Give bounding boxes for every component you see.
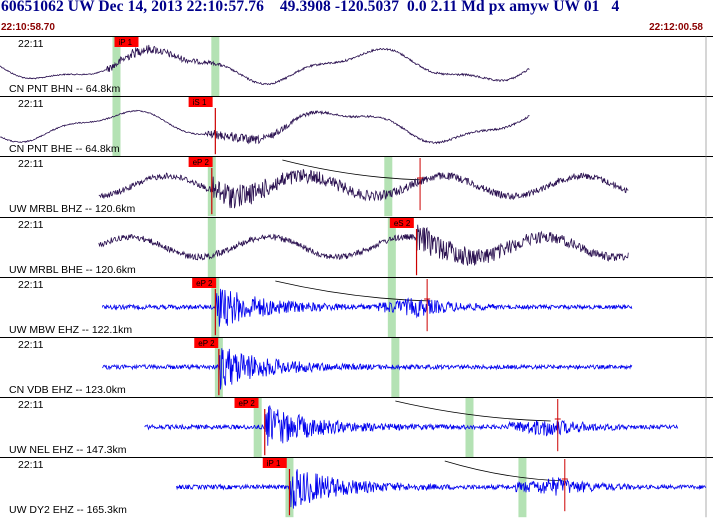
- pick-flag-box: [114, 37, 139, 47]
- phase-window-band: [207, 218, 216, 278]
- phase-window-band: [391, 338, 400, 398]
- channel-panel[interactable]: eP 2 22:11 UW MBW EHZ -- 122.1km: [0, 277, 713, 338]
- panel-time-label: 22:11: [18, 399, 44, 411]
- waveform-trace: [0, 109, 530, 145]
- station-label: UW DY2 EHZ -- 165.3km: [9, 504, 127, 516]
- pick-flag-box: [192, 278, 217, 288]
- panel-time-label: 22:11: [18, 279, 44, 291]
- phase-window-band: [112, 97, 121, 157]
- phase-window-band: [211, 37, 220, 97]
- waveform-trace: [98, 169, 629, 209]
- pick-flag-label: eP 2: [196, 279, 213, 288]
- pick-flag-box: [188, 157, 213, 167]
- channel-panel[interactable]: iP 1 22:11 CN PNT BHN -- 64.8km: [0, 36, 713, 97]
- channel-panel[interactable]: eP 2 22:11 UW NEL EHZ -- 147.3km: [0, 397, 713, 458]
- pick-flag-box: [234, 398, 259, 408]
- start-time: 22:10:58.70: [1, 22, 55, 33]
- pick-flag[interactable]: eP 2: [194, 338, 219, 348]
- station-label: CN PNT BHE -- 64.8km: [9, 143, 120, 155]
- pick-flag[interactable]: eP 2: [192, 278, 217, 288]
- station-label: UW MRBL BHE -- 120.6km: [9, 264, 136, 276]
- pick-flag-label: iP 1: [118, 38, 132, 47]
- panel-time-label: 22:11: [18, 38, 44, 50]
- station-label: UW MRBL BHZ -- 120.6km: [9, 203, 135, 215]
- pick-flag[interactable]: iP 1: [114, 37, 139, 47]
- pick-flag-label: iS 1: [193, 98, 207, 107]
- station-label: CN PNT BHN -- 64.8km: [9, 83, 120, 95]
- pick-flag[interactable]: iS 1: [188, 97, 213, 107]
- waveform-trace: [144, 405, 679, 446]
- panel-time-label: 22:11: [18, 158, 44, 170]
- end-time: 22:12:00.58: [649, 22, 703, 33]
- station-label: UW NEL EHZ -- 147.3km: [9, 444, 127, 456]
- waveform-trace: [102, 288, 633, 327]
- pick-flag-label: eS 2: [394, 219, 411, 228]
- waveform-trace: [176, 469, 707, 509]
- pick-flag-box: [389, 218, 414, 228]
- pick-flag[interactable]: eS 2: [389, 218, 414, 228]
- channel-panel[interactable]: eP 2 22:11 UW MRBL BHZ -- 120.6km: [0, 156, 713, 217]
- pick-flag-label: eP 2: [239, 399, 256, 408]
- pick-flag-label: iP 1: [267, 459, 281, 468]
- pick-flag-box: [188, 97, 213, 107]
- panel-time-label: 22:11: [18, 219, 44, 231]
- pick-flag-label: eP 2: [198, 339, 215, 348]
- pick-flag[interactable]: eP 2: [234, 398, 259, 408]
- pick-flag-box: [194, 338, 219, 348]
- pick-flag-box: [262, 458, 287, 468]
- phase-window-band: [518, 458, 527, 518]
- travel-time-curve: [395, 400, 551, 422]
- event-header: 60651062 UW Dec 14, 2013 22:10:57.76 49.…: [1, 0, 620, 15]
- pick-flag[interactable]: iP 1: [262, 458, 287, 468]
- station-label: CN VDB EHZ -- 123.0km: [9, 384, 126, 396]
- channel-panel[interactable]: eS 2 22:11 UW MRBL BHE -- 120.6km: [0, 217, 713, 278]
- panel-time-label: 22:11: [18, 339, 44, 351]
- pick-flag[interactable]: eP 2: [188, 157, 213, 167]
- travel-time-curve: [275, 280, 431, 302]
- channel-panel[interactable]: iP 1 22:11 UW DY2 EHZ -- 165.3km: [0, 457, 713, 518]
- phase-window-band: [384, 157, 393, 217]
- travel-time-curve: [282, 159, 424, 181]
- trace-panels[interactable]: iP 1 22:11 CN PNT BHN -- 64.8km iS 1 22:11 CN…: [0, 36, 713, 518]
- pick-flag-label: eP 2: [193, 158, 210, 167]
- travel-time-curve: [444, 460, 565, 482]
- panel-time-label: 22:11: [18, 98, 44, 110]
- waveform-trace: [98, 224, 629, 266]
- phase-window-band: [387, 218, 396, 278]
- channel-panel[interactable]: iS 1 22:11 CN PNT BHE -- 64.8km: [0, 96, 713, 157]
- waveform-trace: [102, 348, 633, 390]
- channel-panel[interactable]: eP 2 22:11 CN VDB EHZ -- 123.0km: [0, 337, 713, 398]
- station-label: UW MBW EHZ -- 122.1km: [9, 324, 132, 336]
- panel-time-label: 22:11: [18, 459, 44, 471]
- waveform-trace: [0, 44, 530, 86]
